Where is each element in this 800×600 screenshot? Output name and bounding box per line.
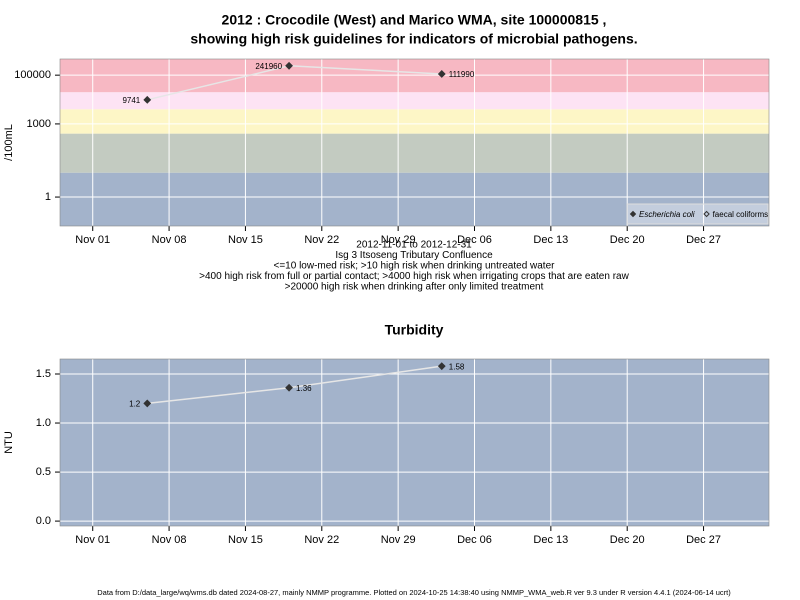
data-point [285,61,293,70]
footer: Data from D:/data_large/wq/wms.db dated … [97,588,731,597]
data-label: 241960 [255,62,282,71]
risk-band [60,172,769,226]
y-axis-label: NTU [3,431,15,454]
legend: Escherichia coli faecal coliforms [626,203,769,225]
x-tick-label: Dec 27 [686,234,721,246]
x-tick-label: Nov 01 [75,234,110,246]
y-tick-label: 1000 [27,118,51,130]
legend-marker [629,210,637,218]
x-tick-label: Dec 13 [533,234,568,246]
risk-band [60,109,769,134]
x-tick-label: Dec 06 [457,234,492,246]
x-tick-label: Nov 29 [381,234,416,246]
data-point [285,383,293,392]
risk-band [60,133,769,173]
y-tick-label: 0.5 [36,466,51,478]
legend-label: Escherichia coli [639,210,695,219]
data-label: 1.36 [296,384,312,393]
legend-label: faecal coliforms [713,210,769,219]
y-tick-label: 1 [45,191,51,203]
x-tick-label: Nov 15 [228,234,263,246]
risk-band [60,92,769,110]
caption: <=10 low-med risk; >10 high risk when dr… [274,261,556,272]
legend-marker [703,210,710,218]
x-tick-label: Nov 22 [304,234,339,246]
caption: Isg 3 Itsoseng Tributary Confluence [335,250,493,261]
chart-title: Turbidity [385,322,444,338]
plot-frame [59,358,770,527]
chart-title: showing high risk guidelines for indicat… [190,31,637,47]
x-tick-label: Dec 20 [610,234,645,246]
plot-background [60,359,769,526]
caption: >400 high risk from full or partial cont… [199,271,629,282]
legend-box [626,203,769,225]
data-point [437,362,446,371]
y-tick-label: 1.0 [36,417,51,429]
data-label: 1.2 [129,400,141,409]
data-label: 1.58 [449,362,465,371]
x-tick-label: Nov 01 [75,534,110,546]
chart-title: 2012 : Crocodile (West) and Marico WMA, … [222,12,607,28]
data-label: 111990 [449,70,475,79]
data-point [143,399,152,408]
x-tick-label: Dec 20 [610,534,645,546]
x-tick-label: Nov 29 [381,534,416,546]
x-tick-label: Nov 15 [228,534,263,546]
x-tick-label: Dec 06 [457,534,492,546]
plot-frame [59,58,770,227]
y-axis-label: /100mL [3,124,15,161]
x-tick-label: Nov 22 [304,534,339,546]
data-point [437,70,446,78]
y-tick-label: 100000 [14,69,51,81]
x-tick-label: Nov 08 [152,234,187,246]
y-tick-label: 1.5 [36,368,51,380]
x-tick-label: Nov 08 [152,534,187,546]
data-label: 9741 [122,96,140,105]
x-tick-label: Dec 13 [533,534,568,546]
y-tick-label: 0.0 [36,515,51,527]
caption: 2012-11-01 to 2012-12-31 [356,240,472,251]
x-tick-label: Dec 27 [686,534,721,546]
data-point [143,95,152,104]
caption: >20000 high risk when drinking after onl… [285,282,544,293]
